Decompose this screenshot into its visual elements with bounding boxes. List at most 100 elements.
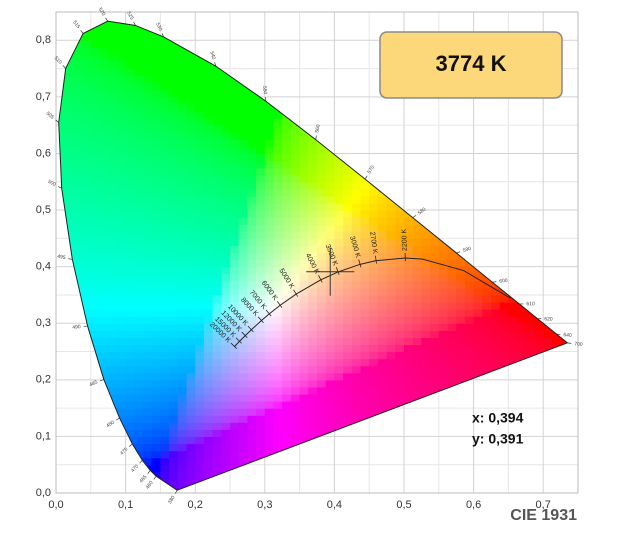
gamut-cell <box>395 302 405 310</box>
gamut-cell <box>412 358 422 367</box>
gamut-cell <box>116 125 127 133</box>
gamut-cell <box>125 47 135 56</box>
gamut-cell <box>203 316 214 324</box>
gamut-cell <box>203 224 214 232</box>
gamut-cell <box>256 111 266 119</box>
gamut-cell <box>238 266 248 275</box>
gamut-cell <box>456 287 466 296</box>
gamut-cell <box>177 294 188 303</box>
gamut-cell <box>456 302 466 310</box>
gamut-cell <box>421 280 431 289</box>
gamut-cell <box>160 358 170 367</box>
gamut-cell <box>290 351 301 360</box>
gamut-cell <box>438 302 449 310</box>
gamut-cell <box>491 330 501 338</box>
gamut-cell <box>125 259 135 268</box>
gamut-cell <box>195 471 205 480</box>
gamut-cell <box>186 443 196 452</box>
gamut-cell <box>395 252 405 261</box>
gamut-cell <box>290 153 301 162</box>
gamut-cell <box>143 174 153 183</box>
gamut-cell <box>264 393 275 402</box>
gamut-cell <box>221 174 231 183</box>
gamut-cell <box>308 174 318 183</box>
gamut-cell <box>325 337 335 346</box>
gamut-cell <box>134 103 144 112</box>
gamut-cell <box>99 372 109 381</box>
gamut-cell <box>412 344 422 353</box>
gamut-cell <box>203 344 214 353</box>
gamut-cell <box>160 245 170 254</box>
gamut-cell <box>238 393 248 402</box>
gamut-cell <box>186 379 196 388</box>
gamut-cell <box>99 160 109 169</box>
gamut-cell <box>325 351 335 360</box>
gamut-cell <box>534 337 544 346</box>
gamut-cell <box>299 202 309 211</box>
gamut-cell <box>58 139 66 147</box>
gamut-cell <box>151 358 161 367</box>
gamut-cell <box>343 302 353 310</box>
gamut-cell <box>273 358 283 367</box>
gamut-cell <box>456 259 466 268</box>
gamut-cell <box>430 358 440 367</box>
gamut-cell <box>247 408 257 416</box>
gamut-cell <box>212 316 222 324</box>
gamut-cell <box>343 273 353 282</box>
gamut-cell <box>377 351 388 360</box>
gamut-cell <box>473 365 483 374</box>
gamut-cell <box>282 386 292 395</box>
gamut-cell <box>221 146 231 155</box>
gamut-cell <box>116 47 127 56</box>
gamut-cell <box>273 330 283 338</box>
gamut-cell <box>256 139 266 147</box>
gamut-cell <box>282 393 292 402</box>
gamut-cell <box>203 132 214 140</box>
gamut-cell <box>169 266 179 275</box>
gamut-cell <box>525 323 536 331</box>
gamut-cell <box>212 217 222 225</box>
gamut-cell <box>108 82 118 91</box>
gamut-cell <box>125 82 135 91</box>
gamut-cell <box>195 450 205 459</box>
gamut-cell <box>169 323 179 331</box>
gamut-cell <box>134 132 144 140</box>
gamut-cell <box>203 379 214 388</box>
gamut-cell <box>247 379 257 388</box>
gamut-cell <box>343 408 353 416</box>
gamut-cell <box>464 309 475 317</box>
gamut-cell <box>221 294 231 303</box>
gamut-cell <box>143 280 153 289</box>
gamut-cell <box>534 330 544 338</box>
gamut-cell <box>151 393 161 402</box>
gamut-cell <box>125 68 135 77</box>
gamut-cell <box>134 167 144 176</box>
gamut-cell <box>447 316 457 324</box>
gamut-cell <box>290 132 301 140</box>
gamut-cell <box>343 330 353 338</box>
gamut-cell <box>221 323 231 331</box>
gamut-cell <box>334 245 344 254</box>
gamut-cell <box>351 188 362 197</box>
gamut-cell <box>125 302 135 310</box>
gamut-cell <box>160 408 170 416</box>
gamut-cell <box>186 266 196 275</box>
gamut-cell <box>195 429 205 438</box>
gamut-cell <box>238 174 248 183</box>
gamut-cell <box>90 259 101 268</box>
gamut-cell <box>317 231 327 239</box>
gamut-cell <box>386 224 396 232</box>
gamut-cell <box>203 125 214 133</box>
gamut-cell <box>360 337 370 346</box>
gamut-cell <box>369 245 379 254</box>
gamut-cell <box>299 337 309 346</box>
gamut-cell <box>151 75 161 84</box>
gamut-cell <box>195 464 205 473</box>
gamut-cell <box>264 146 275 155</box>
gamut-cell <box>221 393 231 402</box>
gamut-cell <box>90 294 101 303</box>
wavelength-tick <box>58 186 62 189</box>
gamut-cell <box>325 401 335 409</box>
gamut-cell <box>299 401 309 409</box>
gamut-cell <box>99 188 109 197</box>
